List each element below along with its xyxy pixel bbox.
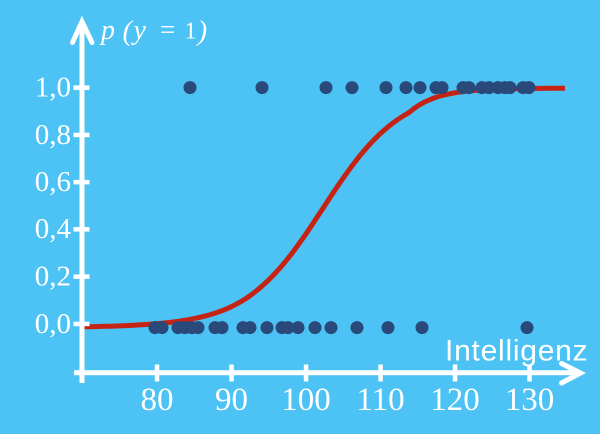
svg-text:120: 120	[430, 382, 480, 418]
svg-text:100: 100	[281, 382, 331, 418]
svg-text:Intelligenz: Intelligenz	[445, 335, 588, 368]
svg-text:0,0: 0,0	[35, 308, 71, 340]
svg-text:(: (	[123, 15, 135, 47]
svg-text:=: =	[160, 15, 175, 45]
svg-text:80: 80	[141, 382, 174, 418]
svg-text:1,0: 1,0	[35, 72, 71, 104]
svg-text:0,8: 0,8	[35, 119, 71, 151]
svg-text:y: y	[131, 15, 147, 46]
svg-text:110: 110	[356, 382, 404, 418]
svg-text:130: 130	[505, 382, 555, 418]
svg-text:0,6: 0,6	[35, 166, 71, 198]
svg-text:0,4: 0,4	[35, 213, 72, 245]
svg-text:0,2: 0,2	[35, 261, 71, 293]
svg-text:1: 1	[185, 19, 197, 45]
svg-text:): )	[196, 15, 208, 47]
svg-text:90: 90	[215, 382, 248, 418]
svg-text:p: p	[99, 15, 115, 46]
